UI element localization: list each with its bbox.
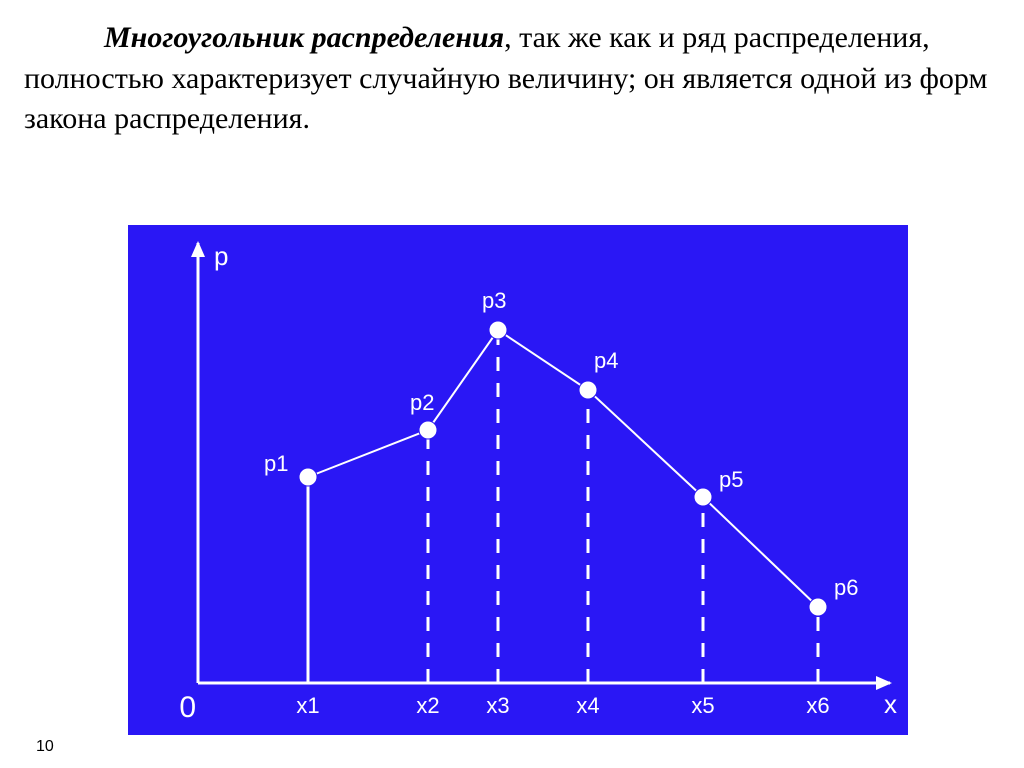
point-p-label: p1 [264,451,288,476]
data-point-marker [809,598,827,616]
distribution-polygon-chart: p1 p2 p3 p4 p5 p6 x1 x2 x3 x4 x5 x6 0 p x [128,225,908,735]
x-tick-label: x2 [416,693,439,718]
x-tick-label: x4 [576,693,599,718]
data-point-marker [694,488,712,506]
x-tick-label: x6 [806,693,829,718]
y-axis-label: p [214,241,228,271]
data-point-marker [419,421,437,439]
x-tick-label: x1 [296,693,319,718]
x-tick-label: x3 [486,693,509,718]
point-p-label: p5 [719,467,743,492]
data-point-marker [579,381,597,399]
x-tick-label: x5 [691,693,714,718]
point-p-label: p2 [410,390,434,415]
body-paragraph: Многоугольник распределения, так же как … [24,18,1004,140]
x-axis-label: x [884,689,897,719]
point-p-label: p3 [482,288,506,313]
origin-label: 0 [179,691,196,724]
point-p-label: p6 [834,575,858,600]
point-p-label: p4 [594,348,618,373]
page-number: 10 [36,738,54,756]
data-point-marker [299,468,317,486]
term-bold: Многоугольник распределения [104,21,504,54]
data-point-marker [489,321,507,339]
chart-background [128,225,908,735]
chart-svg: p1 p2 p3 p4 p5 p6 x1 x2 x3 x4 x5 x6 0 p x [128,225,908,735]
